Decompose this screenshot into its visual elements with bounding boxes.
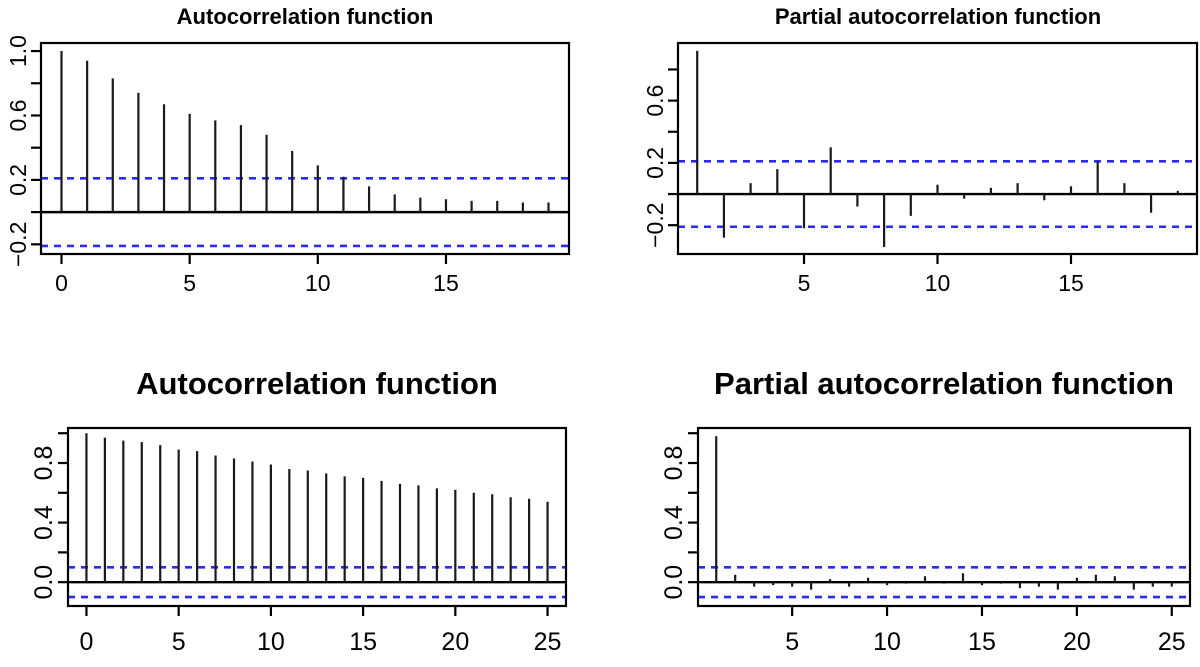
x-tick-label: 5 (172, 628, 186, 656)
y-tick-label: −0.2 (642, 202, 668, 247)
y-tick-label: 0.8 (30, 446, 58, 481)
x-tick-label: 0 (55, 270, 68, 296)
x-tick-label: 15 (968, 628, 996, 656)
y-tick-label: 0.2 (642, 147, 668, 179)
x-tick-label: 5 (785, 628, 799, 656)
panel-acf-top: 0 5 10 15 −0.2 0.2 0.6 1.0 Autocorrelation funct… (5, 4, 571, 296)
panel-title: Autocorrelation function (136, 366, 498, 401)
x-tick-label: 15 (433, 270, 459, 296)
x-tick-label: 15 (349, 628, 377, 656)
x-tick-label: 25 (534, 628, 562, 656)
x-tick-label: 20 (441, 628, 469, 656)
plot-box (696, 426, 1192, 608)
panel-title: Autocorrelation function (177, 4, 434, 29)
x-tick-label: 10 (257, 628, 285, 656)
y-tick-label: 0.6 (642, 85, 668, 117)
y-tick-label: 0.0 (660, 565, 688, 600)
panel-title: Partial autocorrelation function (714, 366, 1174, 401)
y-tick-label: −0.2 (5, 222, 31, 267)
x-tick-label: 5 (798, 270, 811, 296)
x-tick-label: 25 (1158, 628, 1186, 656)
plot-box (66, 426, 568, 608)
x-tick-label: 10 (305, 270, 331, 296)
y-tick-label: 1.0 (5, 35, 31, 67)
x-tick-label: 5 (183, 270, 196, 296)
plot-box (39, 41, 571, 256)
y-tick-label: 0.0 (30, 565, 58, 600)
panel-pacf-bottom: 5 10 15 20 25 0.0 0.4 0.8 Partial autocorrelatio… (660, 366, 1192, 656)
x-tick-label: 15 (1058, 270, 1084, 296)
panel-pacf-top: 5 10 15 −0.2 0.2 0.6 Partial autocorrelation f… (642, 4, 1199, 296)
x-tick-label: 20 (1063, 628, 1091, 656)
panel-acf-bottom: 0 5 10 15 20 25 0.0 0.4 0.8 Autocorrelation funct… (30, 366, 568, 656)
x-tick-label: 10 (873, 628, 901, 656)
y-tick-label: 0.4 (30, 505, 58, 540)
y-tick-label: 0.8 (660, 446, 688, 481)
y-tick-label: 0.2 (5, 164, 31, 196)
y-tick-label: 0.6 (5, 99, 31, 131)
panel-title: Partial autocorrelation function (775, 4, 1101, 29)
x-tick-label: 0 (79, 628, 93, 656)
x-tick-label: 10 (925, 270, 951, 296)
y-tick-label: 0.4 (660, 505, 688, 540)
plot-box (676, 41, 1199, 256)
